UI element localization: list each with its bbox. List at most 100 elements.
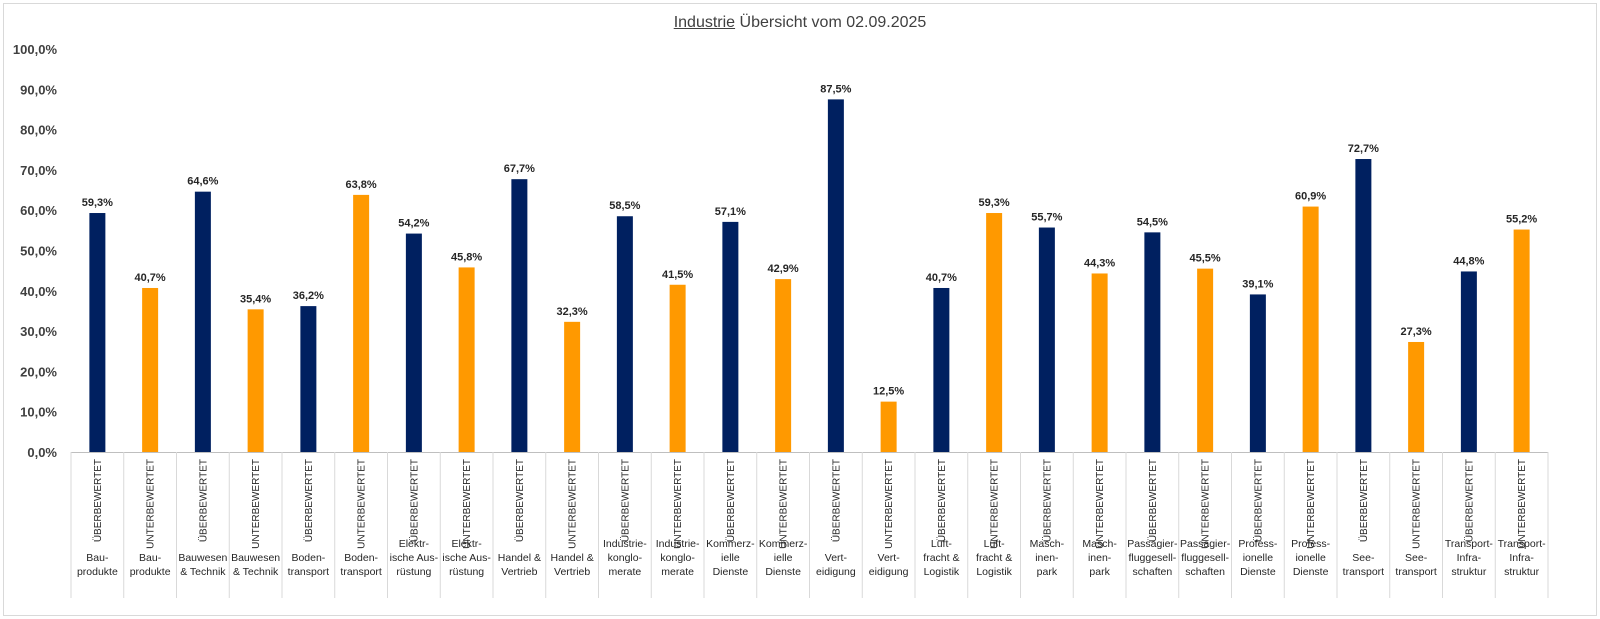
x-tick-status-label: UNTERBEWERTET bbox=[1412, 459, 1423, 549]
chart-title-underlined: Industrie bbox=[673, 14, 736, 31]
bar bbox=[405, 233, 422, 452]
data-label: 36,2% bbox=[293, 290, 324, 302]
x-tick-industry-label: ielle bbox=[721, 552, 740, 564]
x-tick-industry-label: Profess- bbox=[1238, 538, 1278, 550]
x-tick-status-label: ÜBERBEWERTET bbox=[197, 459, 209, 542]
data-label: 57,1% bbox=[715, 206, 746, 218]
y-tick-label: 60,0% bbox=[20, 203, 57, 218]
x-tick-status-label: ÜBERBEWERTET bbox=[1463, 459, 1475, 542]
y-tick-label: 90,0% bbox=[20, 82, 57, 97]
chart-title-rest: Übersicht vom 02.09.2025 bbox=[735, 14, 927, 31]
x-tick-status-label: UNTERBEWERTET bbox=[462, 459, 473, 549]
x-tick-status-label: UNTERBEWERTET bbox=[1517, 459, 1528, 549]
x-tick-status-label: ÜBERBEWERTET bbox=[830, 459, 842, 542]
bar bbox=[616, 216, 633, 452]
bar bbox=[775, 279, 792, 452]
x-tick-status-label: ÜBERBEWERTET bbox=[1358, 459, 1370, 542]
bar bbox=[1302, 206, 1319, 452]
data-label: 67,7% bbox=[504, 163, 535, 175]
data-label: 44,8% bbox=[1453, 255, 1484, 267]
y-axis: 0,0% 10,0% 20,0% 30,0% 40,0% 50,0% 60,0% 70,0% 8… bbox=[13, 42, 58, 460]
x-tick-industry-label: transport bbox=[1395, 566, 1437, 578]
x-tick-industry-label: park bbox=[1037, 566, 1058, 578]
bar bbox=[247, 309, 264, 452]
data-label: 87,5% bbox=[820, 83, 851, 95]
x-tick-industry-label: konglo- bbox=[660, 552, 695, 564]
x-tick-industry-label: schaften bbox=[1133, 566, 1173, 578]
bar bbox=[1460, 271, 1477, 452]
bar bbox=[986, 213, 1003, 452]
x-tick-industry-label: ische Aus- bbox=[390, 552, 439, 564]
x-tick-industry-label: Luft- bbox=[984, 538, 1006, 550]
bar bbox=[458, 267, 475, 452]
x-tick-industry-label: rüstung bbox=[449, 566, 484, 578]
x-tick-industry-label: struktur bbox=[1451, 566, 1487, 578]
bar bbox=[880, 401, 897, 452]
x-tick-industry-label: Industrie- bbox=[603, 538, 647, 550]
x-tick-status-label: ÜBERBEWERTET bbox=[514, 459, 526, 542]
bar bbox=[89, 213, 106, 452]
x-tick-industry-label: Passagier- bbox=[1180, 538, 1231, 550]
x-axis: ÜBERBEWERTET Bau-produkte UNTERBEWERTET Bau… bbox=[70, 452, 1549, 598]
y-tick-label: 70,0% bbox=[20, 163, 57, 178]
x-tick-industry-label: Infra- bbox=[1509, 552, 1534, 564]
x-tick-status-label: UNTERBEWERTET bbox=[779, 459, 790, 549]
data-label: 40,7% bbox=[135, 272, 166, 284]
y-tick-label: 80,0% bbox=[20, 123, 57, 138]
data-label: 39,1% bbox=[1242, 278, 1273, 290]
x-tick-industry-label: Passagier- bbox=[1127, 538, 1178, 550]
x-tick-status-label: ÜBERBEWERTET bbox=[725, 459, 737, 542]
x-tick-status-label: UNTERBEWERTET bbox=[673, 459, 684, 549]
x-tick-industry-label: transport bbox=[340, 566, 382, 578]
data-label: 55,7% bbox=[1031, 212, 1062, 224]
data-label: 42,9% bbox=[768, 263, 799, 275]
x-tick-status-label: UNTERBEWERTET bbox=[357, 459, 368, 549]
bar bbox=[669, 284, 686, 452]
x-tick-industry-label: Dienste bbox=[765, 566, 801, 578]
x-tick-industry-label: eidigung bbox=[869, 566, 909, 578]
bar bbox=[353, 194, 370, 453]
x-tick-industry-label: Handel & bbox=[498, 552, 541, 564]
x-tick-industry-label: See- bbox=[1352, 552, 1375, 564]
x-tick-industry-label: struktur bbox=[1504, 566, 1540, 578]
data-label: 54,5% bbox=[1137, 216, 1168, 228]
data-label: 44,3% bbox=[1084, 257, 1115, 269]
data-label: 12,5% bbox=[873, 386, 904, 398]
x-tick-industry-label: Transport- bbox=[1498, 538, 1547, 550]
x-tick-industry-label: fluggesell- bbox=[1181, 552, 1229, 564]
x-tick-status-label: UNTERBEWERTET bbox=[146, 459, 157, 549]
x-tick-industry-label: Elektr- bbox=[399, 538, 430, 550]
x-tick-status-label: ÜBERBEWERTET bbox=[1252, 459, 1264, 542]
x-tick-status-label: ÜBERBEWERTET bbox=[936, 459, 948, 542]
x-tick-industry-label: Logistik bbox=[924, 566, 960, 578]
data-label: 45,5% bbox=[1190, 253, 1221, 265]
x-tick-industry-label: Vert- bbox=[878, 552, 901, 564]
x-tick-industry-label: Bauwesen bbox=[178, 552, 227, 564]
x-tick-industry-label: Luft- bbox=[931, 538, 953, 550]
data-label: 64,6% bbox=[187, 176, 218, 188]
bar bbox=[1038, 227, 1055, 452]
x-tick-industry-label: Bau- bbox=[139, 552, 162, 564]
x-tick-industry-label: Bau- bbox=[86, 552, 109, 564]
x-tick-status-label: UNTERBEWERTET bbox=[251, 459, 262, 549]
x-tick-industry-label: & Technik bbox=[180, 566, 226, 578]
x-tick-industry-label: ionelle bbox=[1295, 552, 1326, 564]
x-tick-industry-label: ionelle bbox=[1243, 552, 1274, 564]
x-tick-industry-label: Vert- bbox=[825, 552, 848, 564]
x-tick-industry-label: eidigung bbox=[816, 566, 856, 578]
data-label: 58,5% bbox=[609, 200, 640, 212]
x-tick-industry-label: Boden- bbox=[291, 552, 325, 564]
bar bbox=[1091, 273, 1108, 452]
data-label: 59,3% bbox=[979, 197, 1010, 209]
data-label: 72,7% bbox=[1348, 143, 1379, 155]
x-tick-industry-label: Dienste bbox=[1293, 566, 1329, 578]
data-label: 32,3% bbox=[557, 306, 588, 318]
x-tick-industry-label: Elektr- bbox=[451, 538, 482, 550]
x-tick-industry-label: rüstung bbox=[396, 566, 431, 578]
x-tick-industry-label: Dienste bbox=[713, 566, 749, 578]
x-tick-industry-label: Logistik bbox=[976, 566, 1012, 578]
data-label: 54,2% bbox=[398, 218, 429, 230]
y-tick-label: 0,0% bbox=[27, 445, 57, 460]
x-tick-industry-label: transport bbox=[1343, 566, 1385, 578]
y-tick-label: 100,0% bbox=[13, 42, 58, 57]
